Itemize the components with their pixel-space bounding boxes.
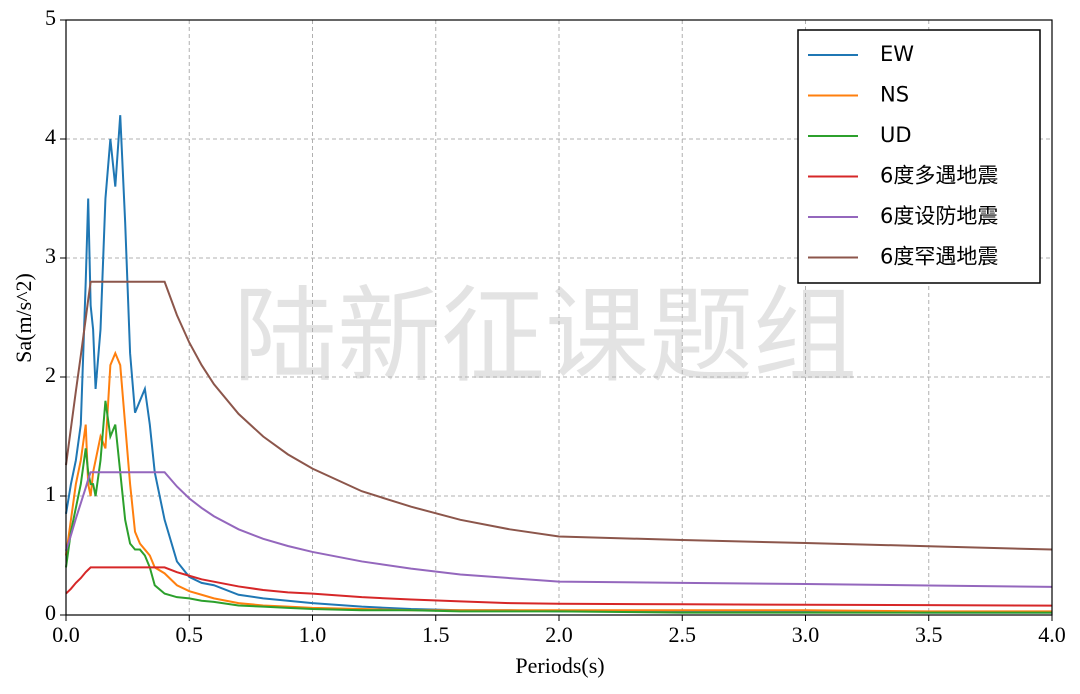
x-tick-label: 3.5 (915, 622, 943, 647)
y-tick-label: 0 (45, 600, 56, 625)
legend-label: EW (880, 42, 914, 66)
x-tick-label: 3.0 (792, 622, 820, 647)
x-tick-label: 0.0 (52, 622, 80, 647)
legend-label: 6度设防地震 (880, 204, 998, 228)
legend-label: 6度多遇地震 (880, 164, 998, 188)
y-tick-label: 4 (45, 124, 56, 149)
legend-box (797, 29, 1041, 284)
y-tick-label: 2 (45, 362, 56, 387)
x-tick-label: 2.5 (669, 622, 697, 647)
legend-label: 6度罕遇地震 (880, 245, 998, 269)
legend-label: NS (880, 83, 909, 107)
x-axis-label: Periods(s) (515, 653, 604, 678)
series-line (65, 471, 1053, 588)
x-tick-label: 1.5 (422, 622, 450, 647)
plot-frame (65, 19, 1053, 616)
watermark: 陆新征课题组 (233, 275, 857, 397)
series-line (65, 566, 1053, 607)
x-tick-label: 4.0 (1038, 622, 1066, 647)
x-tick-label: 1.0 (299, 622, 327, 647)
legend-label: UD (880, 123, 912, 147)
x-tick-label: 2.0 (545, 622, 573, 647)
series-line (65, 280, 1053, 551)
y-tick-label: 1 (45, 481, 56, 506)
y-tick-label: 3 (45, 243, 56, 268)
y-axis-label: Sa(m/s^2) (11, 273, 36, 363)
x-tick-label: 0.5 (176, 622, 204, 647)
y-tick-label: 5 (45, 5, 56, 30)
legend: EW NS UD 6度多遇地震 6度设防地震 6度罕遇地震 (797, 29, 1041, 284)
